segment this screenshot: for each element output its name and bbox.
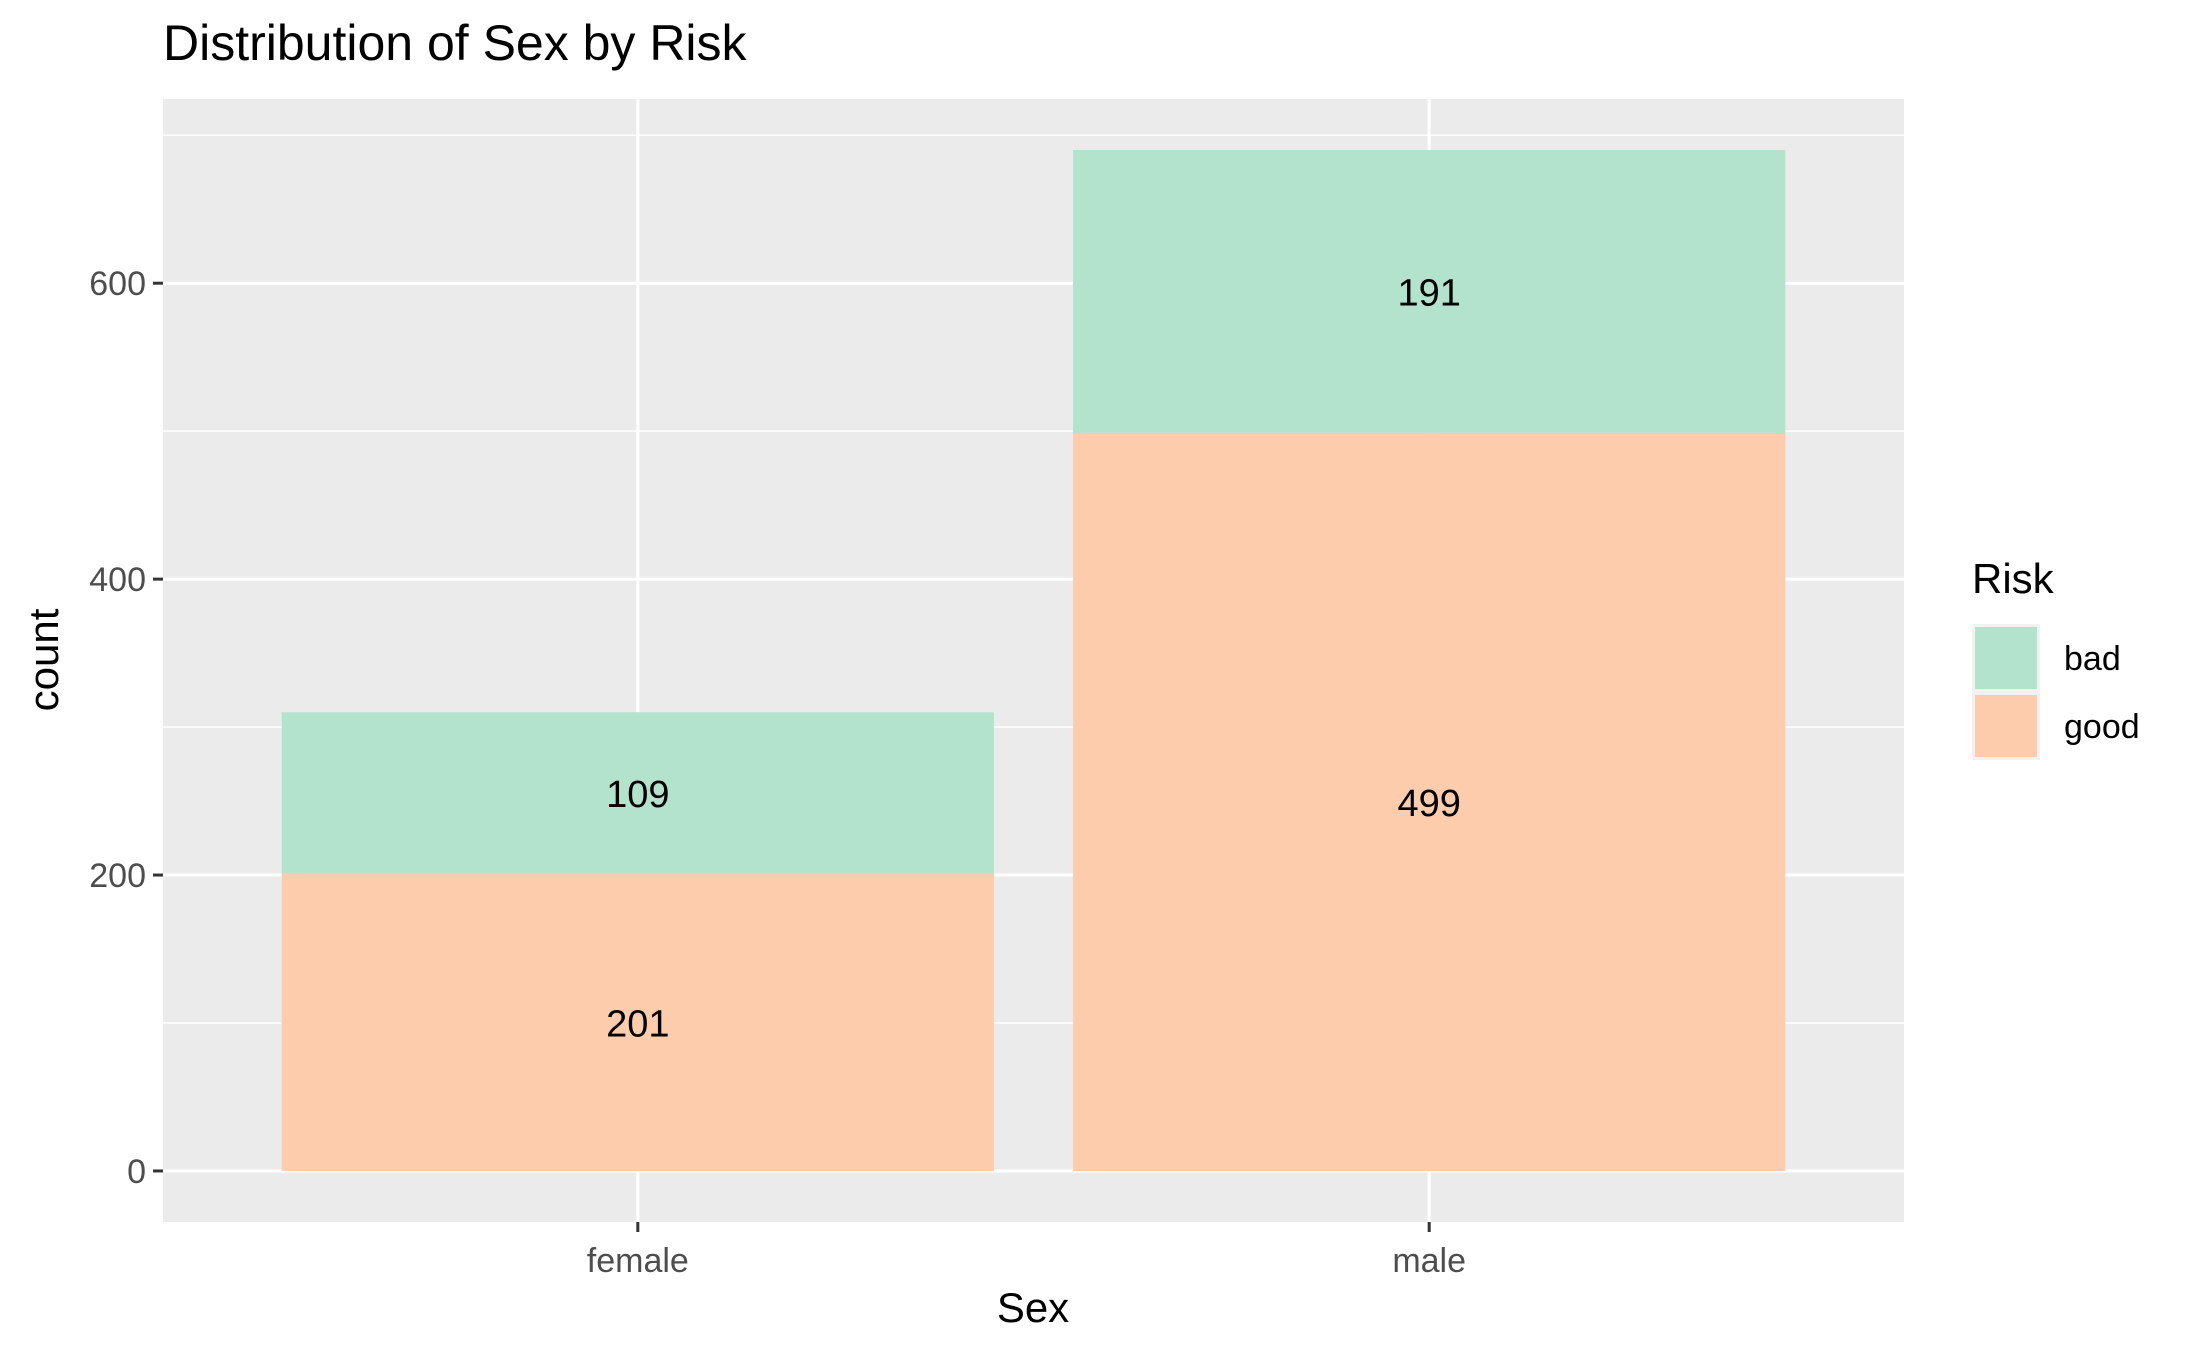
- data-label: 191: [1397, 272, 1460, 314]
- data-label: 109: [606, 774, 669, 816]
- y-tick-label: 200: [89, 857, 146, 895]
- legend-title: Risk: [1972, 555, 2055, 602]
- bar-segment-bad-female: [281, 712, 994, 874]
- x-tick-label: male: [1392, 1242, 1466, 1280]
- bar-labels: 201 109 499 191: [606, 272, 1461, 1045]
- y-tick-label: 400: [89, 561, 146, 599]
- y-axis-title: count: [20, 608, 67, 711]
- x-axis: female male: [587, 1222, 1466, 1280]
- x-axis-title: Sex: [997, 1284, 1069, 1331]
- y-axis: 0 200 400 600: [89, 265, 163, 1191]
- chart-title: Distribution of Sex by Risk: [163, 15, 748, 71]
- y-tick-label: 0: [127, 1153, 146, 1191]
- y-tick-label: 600: [89, 265, 146, 303]
- bars: [281, 150, 1786, 1171]
- legend-label: good: [2064, 708, 2140, 746]
- legend: Risk bad good: [1972, 555, 2140, 760]
- legend-key-bad: [1975, 627, 2037, 689]
- data-label: 201: [606, 1003, 669, 1045]
- bar-segment-good-female: [281, 873, 994, 1171]
- legend-key-good: [1975, 695, 2037, 757]
- x-tick-label: female: [587, 1242, 689, 1280]
- legend-label: bad: [2064, 640, 2121, 678]
- data-label: 499: [1397, 783, 1460, 825]
- bar-segment-bad-male: [1073, 150, 1786, 433]
- bar-segment-good-male: [1073, 432, 1786, 1171]
